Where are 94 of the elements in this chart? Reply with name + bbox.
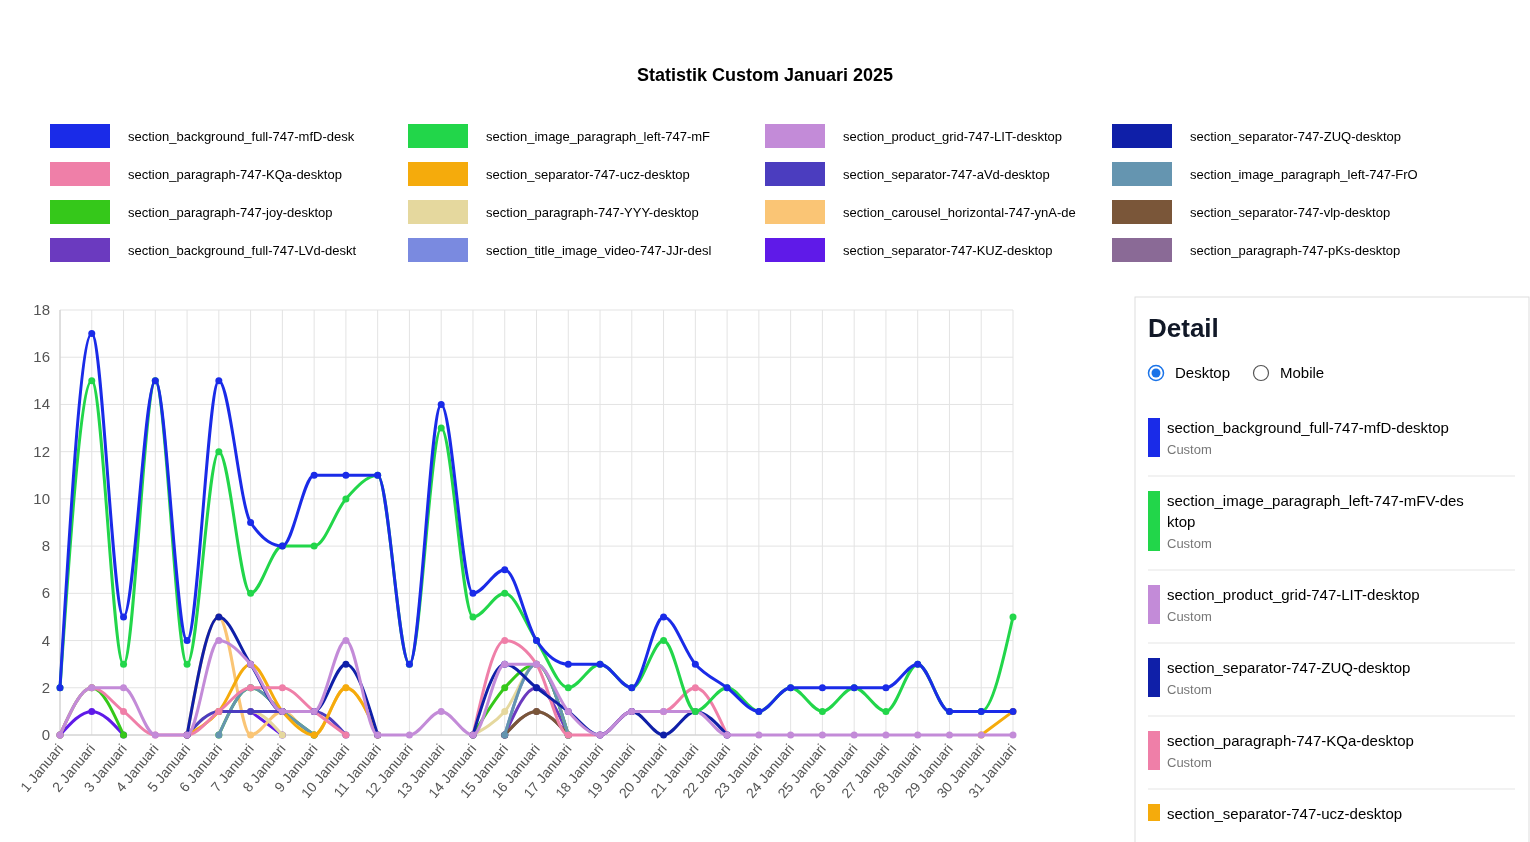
point	[1009, 613, 1017, 621]
y-tick-label: 4	[41, 631, 50, 649]
category-label: section_separator-747-ucz-desktop	[1167, 805, 1403, 822]
point	[247, 519, 255, 526]
legend-label: section_paragraph-747-joy-desktop	[128, 205, 333, 220]
y-tick-label: 2	[41, 678, 50, 696]
point	[501, 566, 509, 574]
y-tick-label: 18	[33, 301, 50, 318]
y-tick-label: 16	[33, 348, 50, 366]
category-label: section_image_paragraph_left-747-mFV-desktop	[1167, 492, 1464, 530]
text: Custom	[1167, 442, 1212, 457]
legend-label: section_separator-747-aVd-desktop	[843, 167, 1050, 182]
point	[88, 377, 96, 385]
point	[818, 707, 826, 715]
point	[342, 471, 350, 479]
point	[88, 707, 96, 715]
point	[469, 613, 477, 621]
point	[882, 731, 890, 739]
point	[88, 330, 96, 338]
point	[247, 589, 255, 597]
point	[564, 684, 572, 692]
text: Custom	[1167, 755, 1212, 770]
point	[501, 637, 509, 645]
point	[501, 684, 509, 692]
point	[882, 684, 890, 692]
category-label: section_background_full-747-mfD-desktop	[1167, 419, 1449, 436]
point	[310, 471, 318, 479]
point	[247, 731, 255, 739]
chart-title: Statistik Custom Januari 2025	[636, 65, 894, 85]
category-label: section_paragraph-747-KQa-desktop	[1167, 732, 1414, 749]
text: Custom	[1167, 609, 1212, 624]
point	[215, 377, 223, 385]
point	[437, 424, 445, 432]
legend-label: section_image_paragraph_left-747-mF	[486, 129, 711, 144]
y-tick-label: 10	[33, 489, 50, 507]
legend-label: section_separator-747-KUZ-desktop	[843, 243, 1053, 258]
y-tick-label: 12	[33, 442, 50, 460]
legend-label: section_separator-747-ucz-desktop	[486, 167, 690, 182]
point	[914, 731, 922, 739]
point	[818, 684, 826, 692]
point	[120, 707, 128, 715]
legend-label: section_title_image_video-747-JJr-desl	[486, 243, 712, 258]
category-label: section_product_grid-747-LIT-desktop	[1167, 586, 1420, 603]
text: Custom	[1167, 536, 1212, 551]
point	[501, 589, 509, 597]
point	[215, 637, 223, 645]
y-tick-label: 8	[41, 537, 50, 555]
legend-label: section_separator-747-vlp-desktop	[1190, 205, 1391, 220]
category-label: section_separator-747-ZUQ-desktop	[1167, 659, 1411, 676]
point	[310, 542, 318, 550]
point	[691, 684, 699, 692]
point	[882, 707, 890, 715]
point	[183, 637, 191, 645]
point	[342, 637, 350, 645]
legend-label: section_background_full-747-LVd-deskt	[128, 243, 357, 258]
point	[818, 731, 826, 739]
point	[120, 660, 128, 668]
point	[660, 613, 668, 621]
point	[501, 707, 509, 715]
point	[469, 589, 477, 597]
point	[120, 684, 128, 692]
point	[660, 731, 668, 739]
point	[405, 731, 413, 739]
point	[945, 731, 953, 739]
point	[691, 660, 699, 668]
point	[342, 495, 350, 503]
point	[183, 660, 191, 668]
point	[437, 707, 445, 715]
legend-label: section_product_grid-747-LIT-desktop	[843, 129, 1062, 144]
point	[787, 731, 795, 739]
legend-label: section_paragraph-747-YYY-desktop	[486, 205, 699, 220]
point	[850, 731, 858, 739]
point	[278, 684, 286, 692]
legend-label: section_background_full-747-mfD-desk	[128, 129, 355, 144]
point	[660, 637, 668, 645]
y-tick-label: 6	[41, 584, 50, 602]
text: Mobile	[1280, 364, 1325, 381]
legend-label: section_separator-747-ZUQ-desktop	[1190, 129, 1401, 144]
legend-label: section_paragraph-747-pKs-desktop	[1190, 243, 1401, 258]
text: Custom	[1167, 682, 1212, 697]
y-tick-label: 0	[41, 726, 50, 743]
point	[1009, 731, 1017, 739]
legend-label: section_paragraph-747-KQa-desktop	[128, 167, 342, 182]
text: Desktop	[1175, 364, 1231, 381]
legend-label: section_carousel_horizontal-747-ynA-de	[843, 205, 1076, 220]
point	[564, 660, 572, 668]
point	[120, 613, 128, 621]
point	[342, 660, 350, 668]
point	[437, 400, 445, 408]
point	[755, 731, 763, 739]
text: Detail	[1148, 313, 1219, 343]
y-tick-label: 14	[33, 395, 50, 413]
point	[215, 448, 223, 456]
legend-label: section_image_paragraph_left-747-FrO	[1190, 167, 1418, 182]
